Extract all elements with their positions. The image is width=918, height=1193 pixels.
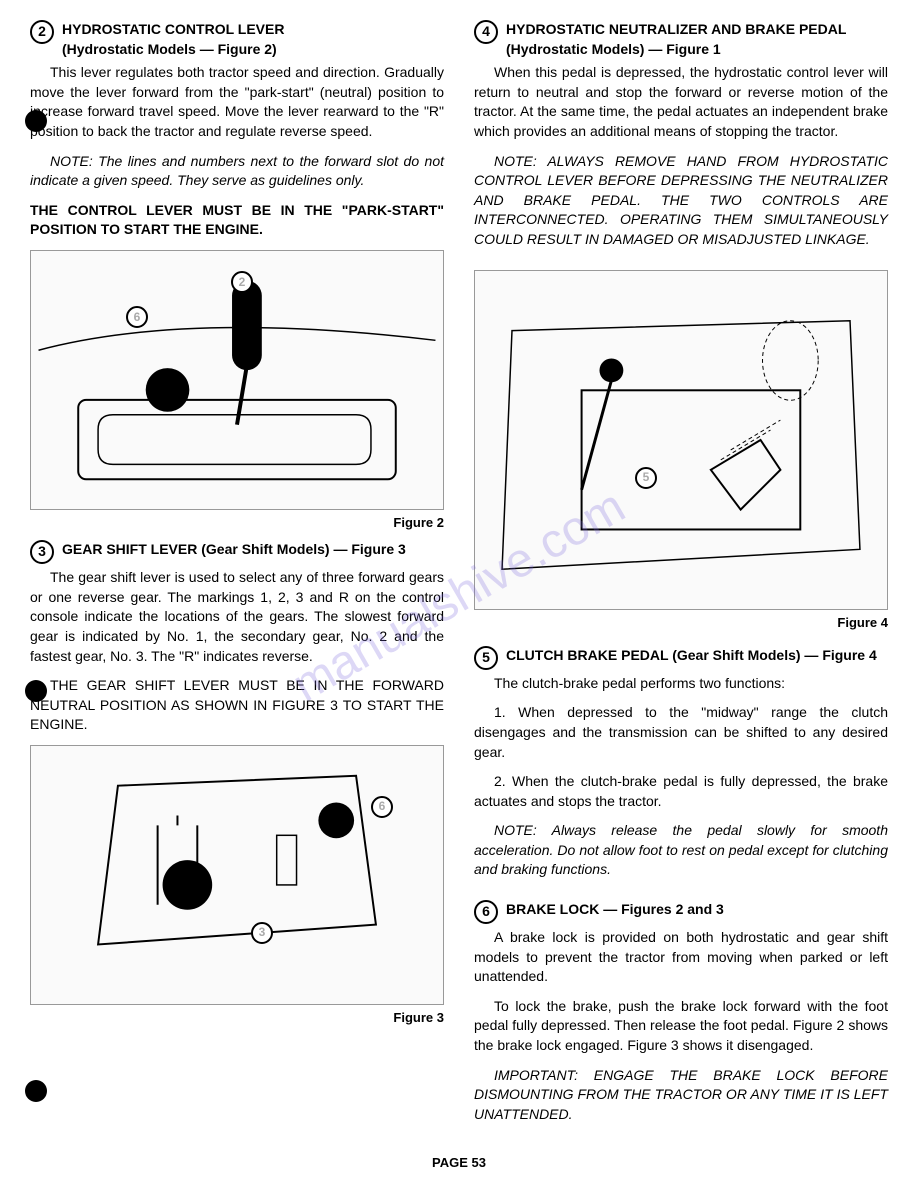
section-5-title: CLUTCH BRAKE PEDAL (Gear Shift Models) —… (506, 646, 877, 666)
section-4-title: HYDROSTATIC NEUTRALIZER AND BRAKE PEDAL (506, 20, 846, 40)
section-4-subtitle: (Hydrostatic Models) — Figure 1 (506, 40, 846, 60)
section-5-p3: 2. When the clutch-brake pedal is fully … (474, 772, 888, 811)
section-3-header: 3 GEAR SHIFT LEVER (Gear Shift Models) —… (30, 540, 444, 564)
section-4-header: 4 HYDROSTATIC NEUTRALIZER AND BRAKE PEDA… (474, 20, 888, 59)
figure-3-illustration: 3 6 (30, 745, 444, 1005)
punch-hole (25, 110, 47, 132)
section-number-3: 3 (30, 540, 54, 564)
section-number-6: 6 (474, 900, 498, 924)
section-6-p2: To lock the brake, push the brake lock f… (474, 997, 888, 1056)
figure-4-caption: Figure 4 (474, 614, 888, 632)
section-6-important: IMPORTANT: ENGAGE THE BRAKE LOCK BEFORE … (474, 1066, 888, 1125)
section-2-p1: This lever regulates both tractor speed … (30, 63, 444, 141)
section-4-p1: When this pedal is depressed, the hydros… (474, 63, 888, 141)
section-3-title: GEAR SHIFT LEVER (Gear Shift Models) — F… (62, 540, 406, 560)
section-6-title: BRAKE LOCK — Figures 2 and 3 (506, 900, 724, 920)
section-2-title: HYDROSTATIC CONTROL LEVER (62, 20, 284, 40)
page-number: PAGE 53 (30, 1154, 888, 1172)
section-5-note: NOTE: Always release the pedal slowly fo… (474, 821, 888, 880)
figure-4-callout-5: 5 (635, 467, 657, 489)
two-column-layout: 2 HYDROSTATIC CONTROL LEVER (Hydrostatic… (30, 20, 888, 1134)
section-5-p1: The clutch-brake pedal performs two func… (474, 674, 888, 694)
section-3-p1: The gear shift lever is used to select a… (30, 568, 444, 666)
figure-2-callout-2: 2 (231, 271, 253, 293)
punch-hole (25, 1080, 47, 1102)
section-number-5: 5 (474, 646, 498, 670)
figure-3-callout-3: 3 (251, 922, 273, 944)
section-number-2: 2 (30, 20, 54, 44)
section-2-mustbe: THE CONTROL LEVER MUST BE IN THE "PARK-S… (30, 201, 444, 240)
section-number-4: 4 (474, 20, 498, 44)
section-6-p1: A brake lock is provided on both hydrost… (474, 928, 888, 987)
section-2-subtitle: (Hydrostatic Models — Figure 2) (62, 40, 284, 60)
figure-4-illustration: 5 (474, 270, 888, 610)
right-column: 4 HYDROSTATIC NEUTRALIZER AND BRAKE PEDA… (474, 20, 888, 1134)
figure-2-caption: Figure 2 (30, 514, 444, 532)
section-6-header: 6 BRAKE LOCK — Figures 2 and 3 (474, 900, 888, 924)
left-column: 2 HYDROSTATIC CONTROL LEVER (Hydrostatic… (30, 20, 444, 1134)
section-5-p2: 1. When depressed to the "midway" range … (474, 703, 888, 762)
section-4-note: NOTE: ALWAYS REMOVE HAND FROM HYDROSTATI… (474, 152, 888, 250)
figure-2-illustration: 2 6 (30, 250, 444, 510)
figure-3-callout-6: 6 (371, 796, 393, 818)
section-2-note: NOTE: The lines and numbers next to the … (30, 152, 444, 191)
figure-3-caption: Figure 3 (30, 1009, 444, 1027)
section-3-p2: THE GEAR SHIFT LEVER MUST BE IN THE FORW… (30, 676, 444, 735)
punch-hole (25, 680, 47, 702)
section-2-header: 2 HYDROSTATIC CONTROL LEVER (Hydrostatic… (30, 20, 444, 59)
figure-2-callout-6: 6 (126, 306, 148, 328)
section-5-header: 5 CLUTCH BRAKE PEDAL (Gear Shift Models)… (474, 646, 888, 670)
